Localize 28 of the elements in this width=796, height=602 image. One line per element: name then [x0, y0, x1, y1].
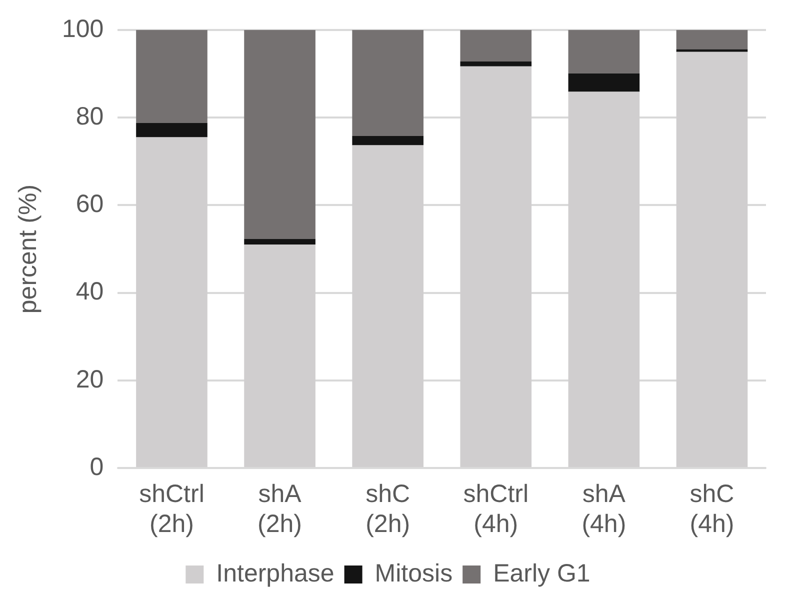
bar: [244, 238, 316, 245]
bar: [244, 30, 316, 239]
bar: [352, 136, 424, 146]
bar: [136, 122, 208, 138]
bar: [676, 49, 748, 52]
y-tick-label: 100: [62, 14, 104, 43]
y-tick-label: 0: [90, 452, 104, 481]
x-tick-label: shC (2h): [366, 480, 410, 538]
bar: [460, 62, 532, 66]
bar: [352, 30, 424, 136]
y-tick-label: 60: [76, 190, 104, 218]
bar: [568, 30, 640, 74]
legend-label: Interphase: [216, 559, 334, 588]
y-axis-title: percent (%): [14, 184, 42, 314]
x-tick-label: shCtrl (4h): [463, 480, 529, 538]
bar: [568, 73, 640, 92]
bar: [676, 30, 748, 50]
y-tick-label: 40: [76, 278, 104, 306]
x-tick-label: shC (4h): [690, 480, 734, 538]
bar: [136, 30, 208, 123]
y-tick-label: 20: [76, 365, 104, 394]
x-tick-label: shA (2h): [258, 480, 302, 538]
bar: [460, 30, 532, 62]
x-tick-label: shCtrl (2h): [139, 480, 204, 538]
legend-label: Mitosis: [374, 559, 453, 588]
y-tick-label: 80: [76, 102, 104, 130]
x-tick-label: shA (4h): [582, 480, 626, 538]
legend-label: Early G1: [493, 559, 590, 588]
